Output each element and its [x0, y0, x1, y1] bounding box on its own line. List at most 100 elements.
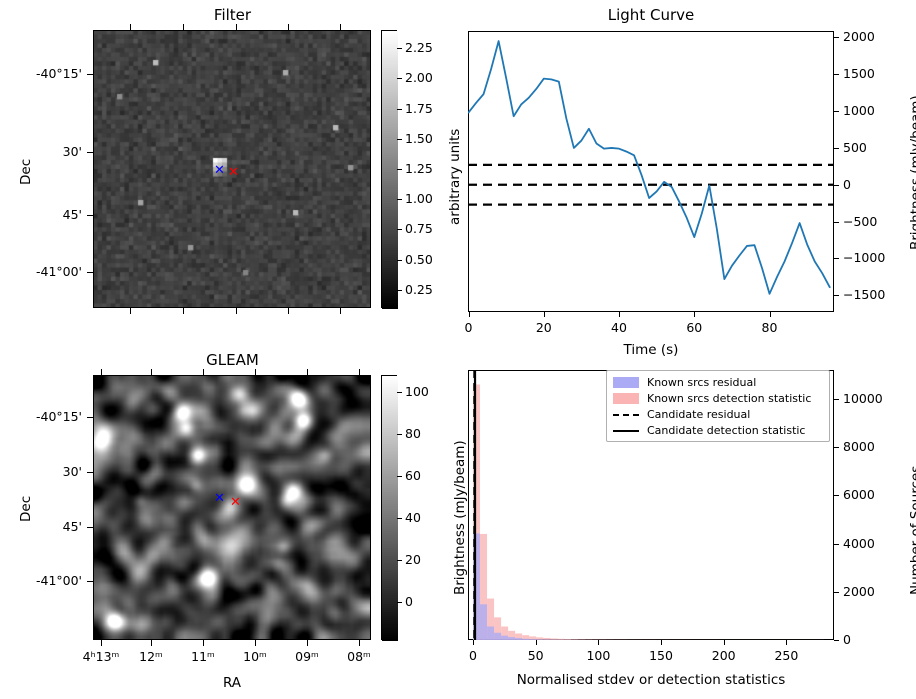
light-curve-ytickmark-1 — [834, 258, 839, 260]
light-curve-xtickmark-0 — [468, 312, 470, 317]
histogram-bar — [578, 639, 586, 640]
light-curve-ytickmark-2 — [834, 221, 839, 223]
light-curve-yticklabel-6: 1500 — [843, 66, 875, 82]
filter-ytick-label-1: 30' — [62, 144, 82, 159]
gleam-xticklabel-1: 12ᵐ — [139, 649, 163, 664]
filter-colorbar-ticklabel-7: 2.00 — [405, 70, 433, 86]
gleam-ytick-label-2: 45' — [62, 519, 82, 534]
histogram-yticklabel-5: 10000 — [843, 390, 883, 406]
histogram-bar — [571, 639, 579, 640]
histogram-bar — [557, 638, 565, 640]
legend-row-1: Known srcs detection statistic — [613, 391, 823, 406]
gleam-ytick-0 — [87, 417, 93, 418]
filter-colorbar-tickmark-8 — [397, 48, 402, 50]
gleam-colorbar-tickmark-0 — [397, 602, 402, 604]
gleam-colorbar-ticklabel-3: 60 — [405, 468, 421, 483]
light-curve-ytickmark-4 — [834, 147, 839, 149]
gleam-colorbar-ticklabel-1: 20 — [405, 552, 421, 568]
gleam-colorbar-tickmark-4 — [397, 433, 402, 435]
filter-colorbar-tickmark-4 — [397, 169, 402, 170]
gleam-colorbar — [381, 375, 398, 641]
filter-xtick-top-1 — [183, 24, 184, 30]
light-curve-xtickmark-3 — [694, 312, 696, 317]
light-curve-plot-area — [468, 40, 834, 295]
filter-xtick-bot-1 — [183, 308, 184, 314]
legend-line-3 — [613, 429, 639, 432]
gleam-ytick-label-1: 30' — [62, 464, 82, 479]
filter-colorbar-ticklabel-0: 0.25 — [405, 281, 433, 297]
light-curve-xticklabel-1: 20 — [535, 320, 552, 335]
light-curve-xticklabel-0: 0 — [464, 320, 473, 335]
light-curve-ytickmark-3 — [834, 184, 839, 186]
histogram-xticklabel-5: 250 — [774, 648, 799, 663]
light-curve-yticklabel-1: −1000 — [843, 250, 886, 266]
filter-colorbar-ticklabel-1: 0.50 — [405, 251, 433, 267]
histogram-bar — [508, 630, 516, 640]
filter-xtick-top-4 — [340, 24, 341, 30]
gleam-image — [93, 375, 371, 640]
filter-marker-red-x: ✕ — [228, 165, 239, 180]
filter-marker-blue-x: ✕ — [214, 163, 225, 178]
histogram-series-detection-statistic — [473, 384, 824, 640]
histogram-bar — [515, 633, 523, 640]
filter-ytick-label-3: -41°00' — [35, 264, 82, 279]
gleam-xtickmark-top-5 — [359, 369, 360, 375]
histogram-bar — [564, 639, 572, 640]
histogram-bar — [487, 598, 495, 640]
gleam-xtickmark-top-0 — [101, 369, 102, 375]
histogram-yticklabel-4: 8000 — [843, 439, 875, 455]
filter-xtick-top-0 — [130, 24, 131, 30]
histogram-xtickmark-4 — [723, 640, 725, 645]
light-curve-yticklabel-7: 2000 — [843, 29, 875, 45]
gleam-xtickmark-0 — [101, 640, 102, 646]
histogram-legend: Known srcs residual Known srcs detection … — [606, 370, 830, 442]
filter-colorbar-ticklabel-2: 0.75 — [405, 221, 433, 237]
light-curve-ytickmark-5 — [834, 111, 839, 113]
light-curve-yticklabel-0: −1500 — [843, 287, 886, 303]
histogram-xtickmark-5 — [786, 640, 788, 645]
filter-colorbar — [381, 30, 398, 309]
histogram-bar — [529, 639, 537, 640]
gleam-xlabel: RA — [222, 675, 242, 691]
light-curve-yticklabel-2: −500 — [843, 213, 878, 229]
filter-xtick-top-2 — [236, 24, 237, 30]
histogram-ytickmark-5 — [834, 398, 839, 400]
histogram-yticklabel-1: 2000 — [843, 583, 875, 599]
filter-xtick-bot-3 — [288, 308, 289, 314]
gleam-colorbar-label: Brightness (mJy/beam) — [452, 440, 468, 595]
histogram-bar — [480, 604, 488, 640]
histogram-bar — [543, 637, 551, 640]
histogram-yticklabel-0: 0 — [843, 632, 851, 647]
gleam-xtickmark-3 — [255, 640, 256, 646]
gleam-xticklabel-4: 09ᵐ — [295, 649, 319, 664]
histogram-bar — [529, 636, 537, 640]
legend-row-2: Candidate residual — [613, 407, 823, 422]
filter-title: Filter — [213, 6, 252, 24]
gleam-colorbar-ticklabel-0: 0 — [405, 594, 413, 610]
histogram-bar — [550, 638, 558, 640]
histogram-ytickmark-4 — [834, 447, 839, 449]
light-curve-xlabel: Time (s) — [623, 342, 679, 358]
light-curve-ylabel: Brightness (mJy/beam) — [908, 95, 916, 250]
histogram-ytickmark-3 — [834, 495, 839, 497]
filter-colorbar-ticklabel-8: 2.25 — [405, 40, 433, 56]
gleam-xtickmark-1 — [151, 640, 152, 646]
histogram-bar — [487, 626, 495, 640]
light-curve-xtickmark-4 — [769, 312, 771, 317]
gleam-xticklabel-5: 08ᵐ — [347, 649, 371, 664]
histogram-bar — [522, 635, 530, 640]
histogram-plot-area — [473, 370, 824, 640]
histogram-bar — [508, 637, 516, 640]
gleam-xticklabel-2: 11ᵐ — [191, 649, 215, 664]
filter-image — [93, 30, 371, 308]
gleam-colorbar-tickmark-1 — [397, 560, 402, 562]
histogram-ytickmark-2 — [834, 543, 839, 545]
gleam-colorbar-ticklabel-2: 40 — [405, 510, 421, 525]
light-curve-ytickmark-7 — [834, 37, 839, 39]
gleam-ytick-1 — [87, 472, 93, 473]
legend-label-2: Candidate residual — [647, 408, 751, 421]
histogram-bar — [501, 635, 509, 640]
light-curve-ytickmark-6 — [834, 74, 839, 76]
legend-label-1: Known srcs detection statistic — [647, 392, 812, 405]
histogram-xlabel: Normalised stdev or detection statistics — [516, 672, 786, 688]
